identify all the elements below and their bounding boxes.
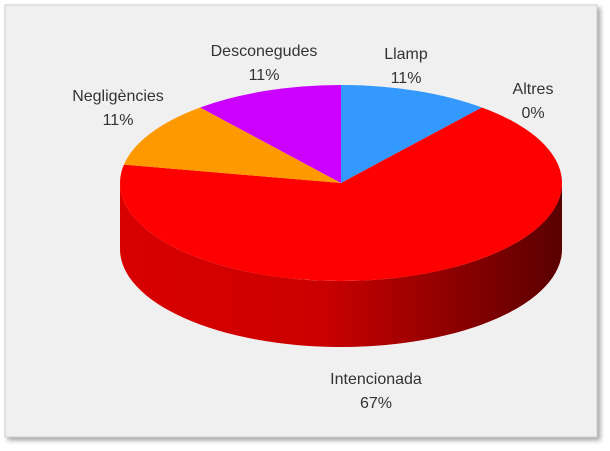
slice-value-label: 11%	[103, 112, 134, 129]
slice	[200, 85, 341, 183]
slice-label: Negligències	[72, 88, 164, 105]
slice-value-label: 11%	[249, 67, 280, 84]
slice-label: Altres	[513, 81, 554, 98]
slice	[123, 107, 341, 183]
slice	[341, 85, 482, 183]
slice-label: Intencionada	[330, 371, 422, 388]
slice-side-shade	[120, 183, 562, 347]
slice	[119, 107, 562, 281]
slice-label: Llamp	[384, 46, 428, 63]
slice-value-label: 67%	[360, 395, 392, 412]
slice-value-label: 11%	[391, 70, 422, 87]
slice-value-label: 0%	[521, 105, 544, 122]
slice-label: Desconegudes	[211, 43, 318, 60]
